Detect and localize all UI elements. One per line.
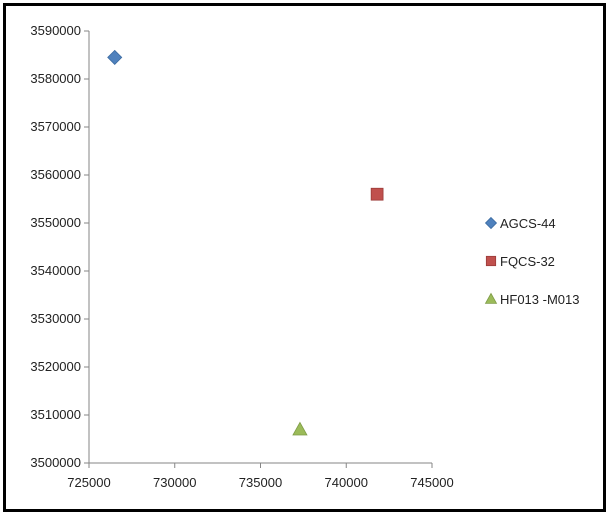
legend-marker — [484, 292, 498, 304]
y-tick-label: 3500000 — [30, 455, 81, 470]
x-tick-label: 730000 — [153, 475, 196, 490]
legend-marker — [484, 216, 498, 230]
data-point-hf013-m013 — [292, 421, 308, 436]
data-point-fqcs-32 — [370, 187, 384, 201]
x-tick-label: 740000 — [325, 475, 368, 490]
y-tick-label: 3510000 — [30, 407, 81, 422]
x-tick-label: 745000 — [410, 475, 453, 490]
data-point-agcs-44 — [107, 49, 123, 65]
y-tick-label: 3590000 — [30, 23, 81, 38]
y-tick-label: 3520000 — [30, 359, 81, 374]
y-tick-label: 3530000 — [30, 311, 81, 326]
x-tick-label: 735000 — [239, 475, 282, 490]
legend-label: HF013 -M013 — [500, 292, 579, 307]
legend-label: AGCS-44 — [500, 216, 556, 231]
y-tick-label: 3550000 — [30, 215, 81, 230]
y-tick-label: 3540000 — [30, 263, 81, 278]
y-tick-label: 3580000 — [30, 71, 81, 86]
chart-frame — [3, 3, 606, 512]
y-tick-label: 3560000 — [30, 167, 81, 182]
x-tick-label: 725000 — [67, 475, 110, 490]
legend-marker — [485, 255, 497, 267]
legend-label: FQCS-32 — [500, 254, 555, 269]
y-tick-label: 3570000 — [30, 119, 81, 134]
